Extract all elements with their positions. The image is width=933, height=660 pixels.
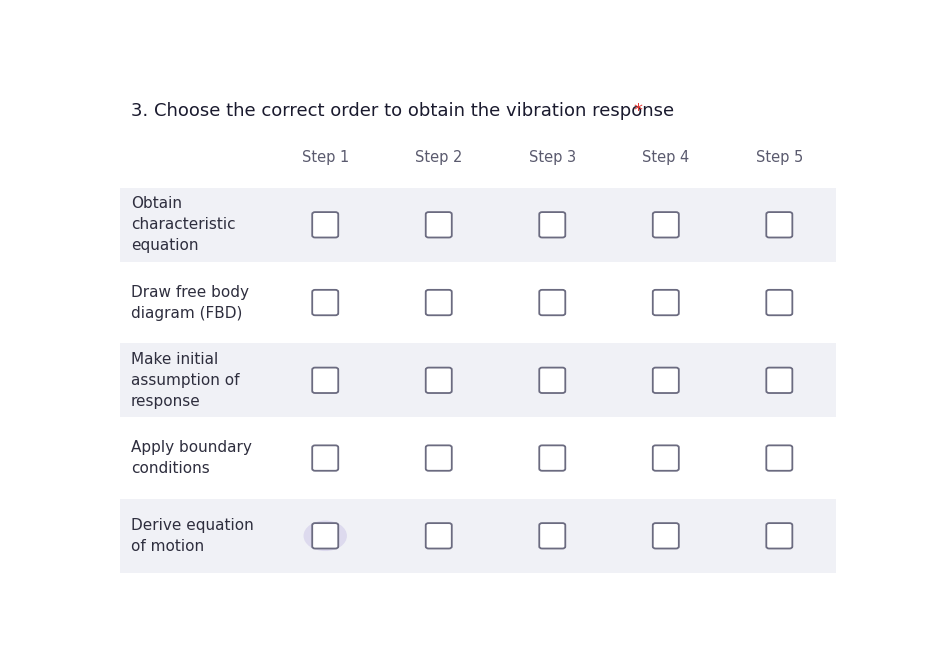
- FancyBboxPatch shape: [653, 212, 679, 238]
- Text: Derive equation
of motion: Derive equation of motion: [131, 518, 254, 554]
- FancyBboxPatch shape: [766, 446, 792, 471]
- FancyBboxPatch shape: [539, 523, 565, 548]
- Text: Make initial
assumption of
response: Make initial assumption of response: [131, 352, 240, 409]
- FancyBboxPatch shape: [653, 290, 679, 315]
- FancyBboxPatch shape: [425, 523, 452, 548]
- FancyBboxPatch shape: [539, 368, 565, 393]
- FancyBboxPatch shape: [120, 266, 836, 339]
- Text: Step 1: Step 1: [301, 150, 349, 166]
- FancyBboxPatch shape: [653, 446, 679, 471]
- FancyBboxPatch shape: [766, 523, 792, 548]
- FancyBboxPatch shape: [313, 446, 339, 471]
- FancyBboxPatch shape: [313, 368, 339, 393]
- FancyBboxPatch shape: [313, 523, 339, 548]
- Circle shape: [303, 521, 347, 551]
- FancyBboxPatch shape: [653, 368, 679, 393]
- Text: Step 4: Step 4: [642, 150, 689, 166]
- Text: Step 2: Step 2: [415, 150, 463, 166]
- Text: Step 3: Step 3: [529, 150, 576, 166]
- Text: Apply boundary
conditions: Apply boundary conditions: [131, 440, 252, 476]
- FancyBboxPatch shape: [313, 290, 339, 315]
- FancyBboxPatch shape: [313, 212, 339, 238]
- Text: Step 5: Step 5: [756, 150, 803, 166]
- FancyBboxPatch shape: [425, 368, 452, 393]
- FancyBboxPatch shape: [766, 212, 792, 238]
- FancyBboxPatch shape: [425, 290, 452, 315]
- FancyBboxPatch shape: [653, 523, 679, 548]
- FancyBboxPatch shape: [539, 212, 565, 238]
- FancyBboxPatch shape: [120, 421, 836, 495]
- FancyBboxPatch shape: [766, 368, 792, 393]
- Text: 3. Choose the correct order to obtain the vibration response: 3. Choose the correct order to obtain th…: [131, 102, 675, 120]
- FancyBboxPatch shape: [425, 212, 452, 238]
- FancyBboxPatch shape: [539, 446, 565, 471]
- FancyBboxPatch shape: [425, 446, 452, 471]
- Text: Draw free body
diagram (FBD): Draw free body diagram (FBD): [131, 284, 249, 321]
- FancyBboxPatch shape: [120, 499, 836, 573]
- FancyBboxPatch shape: [766, 290, 792, 315]
- Text: *: *: [634, 102, 643, 120]
- FancyBboxPatch shape: [539, 290, 565, 315]
- FancyBboxPatch shape: [120, 188, 836, 261]
- Text: Obtain
characteristic
equation: Obtain characteristic equation: [131, 196, 236, 253]
- FancyBboxPatch shape: [120, 343, 836, 417]
